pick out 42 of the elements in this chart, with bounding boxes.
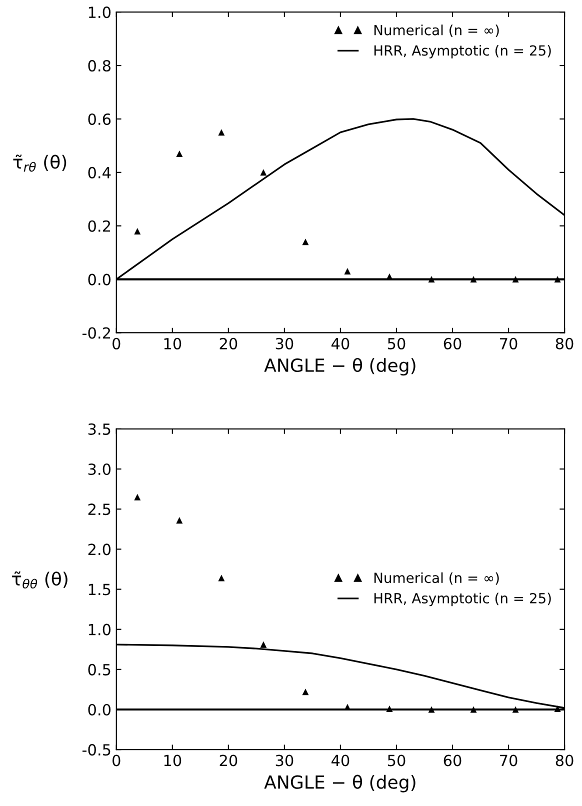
x-tick-label: 20 <box>220 338 238 350</box>
x-axis-title: ANGLE − θ (deg) <box>264 774 416 792</box>
x-tick-label: 10 <box>164 754 182 766</box>
y-tick-label: 2.5 <box>88 504 110 516</box>
legend-label: HRR, Asymptotic (n = 25) <box>374 592 551 606</box>
x-tick-label: 0 <box>112 754 120 766</box>
x-tick-label: 40 <box>331 338 350 350</box>
legend-label: HRR, Asymptotic (n = 25) <box>374 44 551 58</box>
y-tick-label: 3.5 <box>88 423 110 435</box>
x-tick-label: 70 <box>500 338 518 350</box>
y-tick-label: -0.2 <box>82 327 110 339</box>
x-tick-label: 10 <box>164 338 182 350</box>
y-tick-label: 1.5 <box>88 584 110 596</box>
x-tick-label: 30 <box>276 338 294 350</box>
y-tick-label: 0.4 <box>88 166 111 178</box>
x-tick-label: 40 <box>331 754 350 766</box>
x-tick-label: 60 <box>444 338 462 350</box>
x-tick-label: 50 <box>388 754 406 766</box>
y-axis-title: τ̃$_{rθ}$ (θ) <box>13 154 66 172</box>
x-tick-label: 0 <box>112 338 120 350</box>
y-tick-label: 1.0 <box>88 624 111 636</box>
y-tick-label: 0.8 <box>88 60 110 72</box>
y-tick-label: 3.0 <box>88 463 111 476</box>
legend-label: Numerical (n = ∞) <box>374 572 499 585</box>
x-tick-label: 70 <box>500 754 518 766</box>
y-tick-label: -0.5 <box>82 744 110 756</box>
y-tick-label: 0.6 <box>88 113 111 125</box>
y-tick-label: 2.0 <box>88 544 111 556</box>
x-tick-label: 80 <box>556 338 574 350</box>
y-tick-label: 0.0 <box>88 274 111 286</box>
y-tick-label: 0.0 <box>88 704 111 716</box>
x-tick-label: 60 <box>444 754 462 766</box>
legend-label: Numerical (n = ∞) <box>374 24 499 37</box>
x-tick-label: 80 <box>556 754 574 766</box>
x-tick-label: 20 <box>220 754 238 766</box>
y-tick-label: 1.0 <box>88 6 111 18</box>
y-axis-title: τ̃$_{θθ}$ (θ) <box>12 571 68 589</box>
y-tick-label: 0.2 <box>88 220 110 232</box>
x-tick-label: 50 <box>388 338 406 350</box>
y-tick-label: 0.5 <box>88 664 110 676</box>
x-tick-label: 30 <box>276 754 294 766</box>
x-axis-title: ANGLE − θ (deg) <box>264 358 416 376</box>
